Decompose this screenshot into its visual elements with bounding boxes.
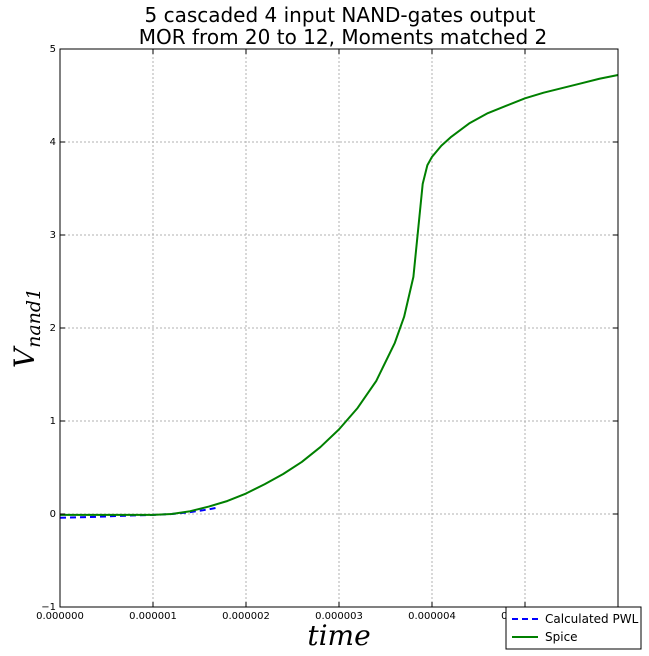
legend-label-spice: Spice <box>545 630 578 644</box>
y-tick-label: 1 <box>50 416 56 427</box>
plot-frame <box>59 48 619 608</box>
series-layer <box>59 74 619 519</box>
y-axis-label-sub: nand1 <box>23 288 45 348</box>
chart-title-line-2: MOR from 20 to 12, Moments matched 2 <box>139 25 547 49</box>
y-tick-label: −1 <box>41 602 56 613</box>
y-tick-label: 3 <box>50 230 56 241</box>
x-tick-label: 0.000002 <box>222 611 270 622</box>
y-tick-label: 5 <box>50 44 56 55</box>
legend: Calculated PWL Spice <box>505 606 642 650</box>
series-line-spice <box>60 74 619 516</box>
grid <box>60 49 618 607</box>
x-tick-label: 0.000000 <box>36 611 84 622</box>
series-line-calculated-pwl <box>59 506 219 519</box>
legend-box <box>505 606 642 650</box>
x-tick-label: 0.000003 <box>315 611 363 622</box>
y-tick-label: 0 <box>50 509 56 520</box>
y-tick-label: 4 <box>50 137 56 148</box>
legend-label-calculated-pwl: Calculated PWL <box>545 612 639 626</box>
y-axis-label-main: V <box>8 345 41 368</box>
y-tick-label: 2 <box>50 323 56 334</box>
x-tick-label: 0.000004 <box>408 611 456 622</box>
chart-title-line-1: 5 cascaded 4 input NAND-gates output <box>144 3 535 27</box>
tick-layer: 0.000000 0.000001 0.000002 0.000003 0.000004… <box>36 44 618 622</box>
x-tick-label: 0.000001 <box>129 611 177 622</box>
y-axis-label: Vnand1 <box>8 288 45 368</box>
x-axis-label: time <box>307 619 370 652</box>
